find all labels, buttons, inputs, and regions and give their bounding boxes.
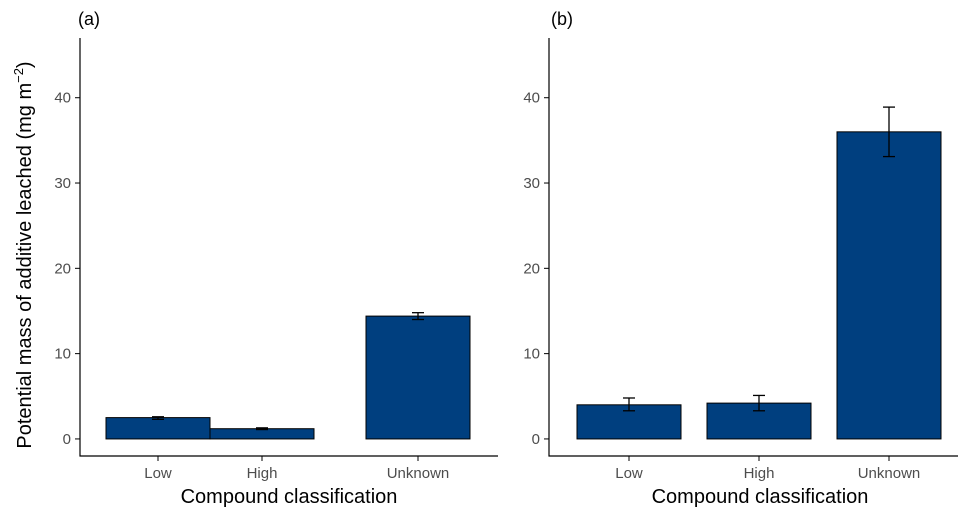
- y-axis-title-close: ): [14, 61, 36, 68]
- panel-a-x-axis-title: Compound classification: [181, 486, 398, 508]
- panel-a-bar-high: [209, 428, 315, 440]
- panel-a-plot: 0 10 20 30 40 Low High Unknown: [54, 38, 498, 482]
- panel-a: (a) 0 10 20 30 40 Low High Unknown Compound cla…: [54, 9, 498, 508]
- panel-b-y-tick-label: 40: [523, 90, 540, 107]
- panel-a-y-tick-label: 20: [54, 260, 71, 277]
- panel-b-y-tick-label: 0: [532, 431, 540, 448]
- panel-a-y-tick-label: 10: [54, 346, 71, 363]
- panel-b-label: (b): [551, 9, 573, 29]
- panel-a-y-tick-label: 40: [54, 90, 71, 107]
- y-axis-title-superscript: −2: [11, 68, 26, 83]
- panel-b-x-axis-title: Compound classification: [652, 486, 869, 508]
- panel-b-bar-unknown: [836, 131, 942, 440]
- panel-a-x-tick-label: High: [247, 465, 278, 482]
- panel-a-y-tick-label: 30: [54, 175, 71, 192]
- panel-b-x-tick-label: High: [744, 465, 775, 482]
- panel-a-y-tick-label: 0: [63, 431, 71, 448]
- panel-b-x-tick-label: Low: [615, 465, 643, 482]
- panel-a-bar-unknown: [365, 315, 471, 440]
- panel-a-x-tick-label: Unknown: [387, 465, 450, 482]
- panel-a-bar-low: [105, 417, 211, 440]
- panel-a-label: (a): [78, 9, 100, 29]
- panel-a-x-tick-label: Low: [144, 465, 172, 482]
- panel-b-x-tick-label: Unknown: [858, 465, 921, 482]
- panel-b-y-tick-label: 30: [523, 175, 540, 192]
- panel-b-y-tick-label: 20: [523, 260, 540, 277]
- panel-b-plot: 0 10 20 30 40 Low High Unknown: [523, 38, 958, 482]
- y-axis-title-main: Potential mass of additive leached (mg m: [14, 83, 36, 449]
- panel-b-y-tick-label: 10: [523, 346, 540, 363]
- panel-b: (b) 0 10 20 30 40 Low High Unknown Compound cla…: [523, 9, 958, 508]
- y-axis-title: Potential mass of additive leached (mg m…: [11, 61, 36, 448]
